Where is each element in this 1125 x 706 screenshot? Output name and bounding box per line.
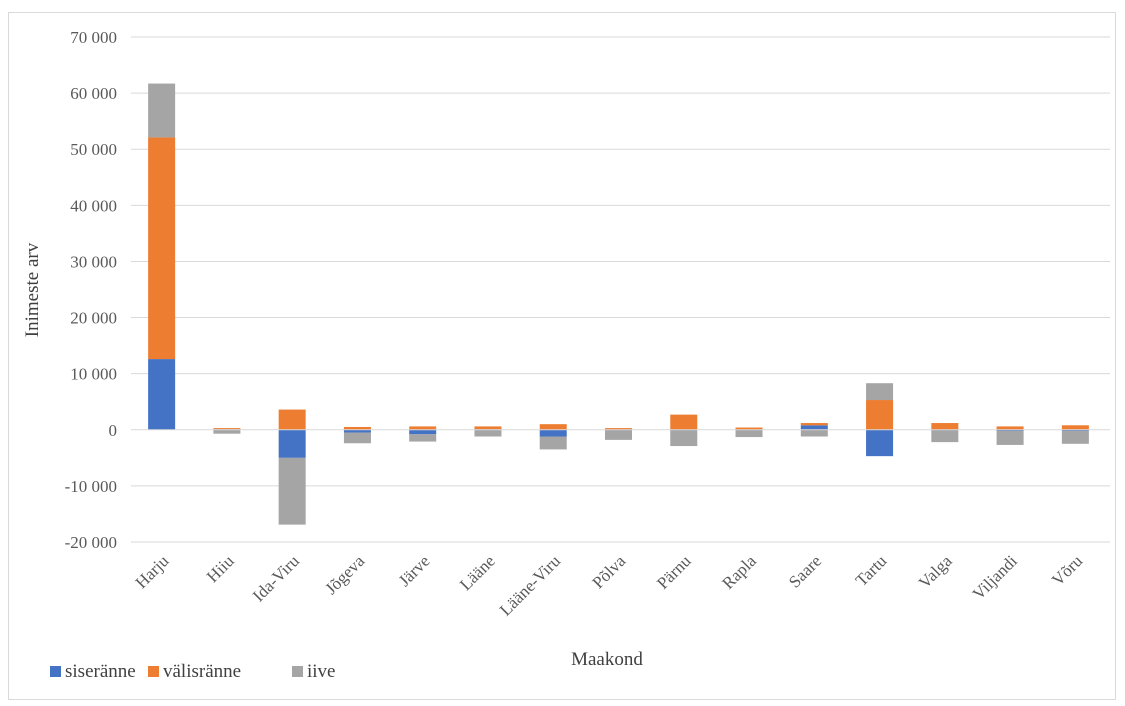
bar-segment-siseränne xyxy=(343,429,371,433)
bar-segment-siseränne xyxy=(409,429,437,435)
bar-segment-iive xyxy=(996,430,1024,445)
bar-segment-iive xyxy=(670,430,698,447)
legend-swatch-välisränne xyxy=(148,666,159,677)
bar-segment-iive xyxy=(148,83,176,138)
bar-segment-siseränne xyxy=(800,425,828,430)
bar-segment-iive xyxy=(409,434,437,442)
bar-segment-siseränne xyxy=(148,359,176,430)
legend-label-iive: iive xyxy=(307,661,336,682)
y-tick-label: 70 000 xyxy=(70,28,117,47)
x-tick-label: Lääne-Viru xyxy=(496,551,564,619)
x-tick-label: Viljandi xyxy=(969,551,1021,603)
bar-segment-iive xyxy=(213,429,241,434)
bar-segment-välisränne xyxy=(866,400,894,430)
x-tick-label: Järve xyxy=(395,551,434,590)
x-tick-label: Jõgeva xyxy=(321,551,368,598)
x-tick-label: Lääne xyxy=(456,551,499,594)
bar-segment-iive xyxy=(800,429,828,437)
bar-segment-välisränne xyxy=(148,137,176,360)
bar-segment-välisränne xyxy=(474,426,502,430)
y-axis-title: Inimeste arv xyxy=(22,242,43,337)
y-tick-label: 30 000 xyxy=(70,252,117,271)
bar-segment-välisränne xyxy=(409,426,437,430)
bar-segment-välisränne xyxy=(996,426,1024,430)
x-tick-label: Rapla xyxy=(718,551,760,593)
bar-segment-välisränne xyxy=(931,423,959,430)
y-tick-label: 60 000 xyxy=(70,84,117,103)
gridlines xyxy=(131,36,1110,543)
bar-segment-välisränne xyxy=(343,426,371,430)
y-tick-label: 50 000 xyxy=(70,140,117,159)
x-tick-label: Ida-Viru xyxy=(249,551,303,605)
legend-label-välisränne: välisränne xyxy=(163,661,241,682)
bar-segment-iive xyxy=(605,430,632,440)
x-axis-title: Maakond xyxy=(571,649,643,670)
bar-segment-siseränne xyxy=(866,429,894,457)
bar-segment-välisränne xyxy=(1061,425,1089,430)
bars xyxy=(148,83,1089,525)
bar-segment-iive xyxy=(278,457,306,525)
x-tick-label: Valga xyxy=(915,551,956,592)
y-tick-label: 20 000 xyxy=(70,309,117,328)
x-tick-label: Tartu xyxy=(852,551,891,590)
x-tick-label: Põlva xyxy=(589,551,630,592)
x-axis-category-labels: Harju Hiiu Ida-Viru Jõgeva Järve LääneLääne-V… xyxy=(132,551,1087,619)
chart-frame xyxy=(8,12,1116,700)
y-tick-label: 40 000 xyxy=(70,196,117,215)
bar-segment-iive xyxy=(866,383,894,401)
y-tick-label: -10 000 xyxy=(65,477,117,496)
x-tick-label: Hiiu xyxy=(203,551,238,586)
bar-segment-siseränne xyxy=(1061,429,1089,431)
bar-segment-iive xyxy=(539,436,567,450)
legend-label-siseränne: siseränne xyxy=(65,661,136,682)
x-tick-label: Saare xyxy=(785,551,825,591)
bar-segment-siseränne xyxy=(539,429,567,437)
legend-swatch-iive xyxy=(292,666,303,677)
bar-segment-välisränne xyxy=(278,409,306,430)
bar-segment-välisränne xyxy=(800,423,828,426)
bar-segment-iive xyxy=(343,432,371,444)
bar-segment-välisränne xyxy=(735,427,763,430)
bar-segment-iive xyxy=(1061,430,1089,444)
legend-swatch-siseränne xyxy=(50,666,61,677)
bar-segment-välisränne xyxy=(670,414,698,430)
bar-segment-iive xyxy=(931,430,959,443)
y-axis-tick-labels: -20 000 -10 000 0 10 000 20 000 30 000 40 000 5… xyxy=(65,28,117,552)
bar-segment-välisränne xyxy=(605,428,632,430)
y-tick-label: -20 000 xyxy=(65,533,117,552)
bar-segment-siseränne xyxy=(278,429,306,458)
x-tick-label: Pärnu xyxy=(653,551,695,593)
x-tick-label: Võru xyxy=(1048,551,1086,589)
bar-segment-välisränne xyxy=(213,428,241,430)
y-tick-label: 0 xyxy=(109,421,118,440)
bar-segment-iive xyxy=(474,429,502,437)
bar-segment-siseränne xyxy=(996,429,1024,431)
bar-segment-välisränne xyxy=(539,424,567,430)
x-tick-label: Harju xyxy=(132,551,173,592)
bar-segment-iive xyxy=(735,430,763,438)
legend: siseränne välisränne iive xyxy=(50,661,336,682)
y-tick-label: 10 000 xyxy=(70,365,117,384)
